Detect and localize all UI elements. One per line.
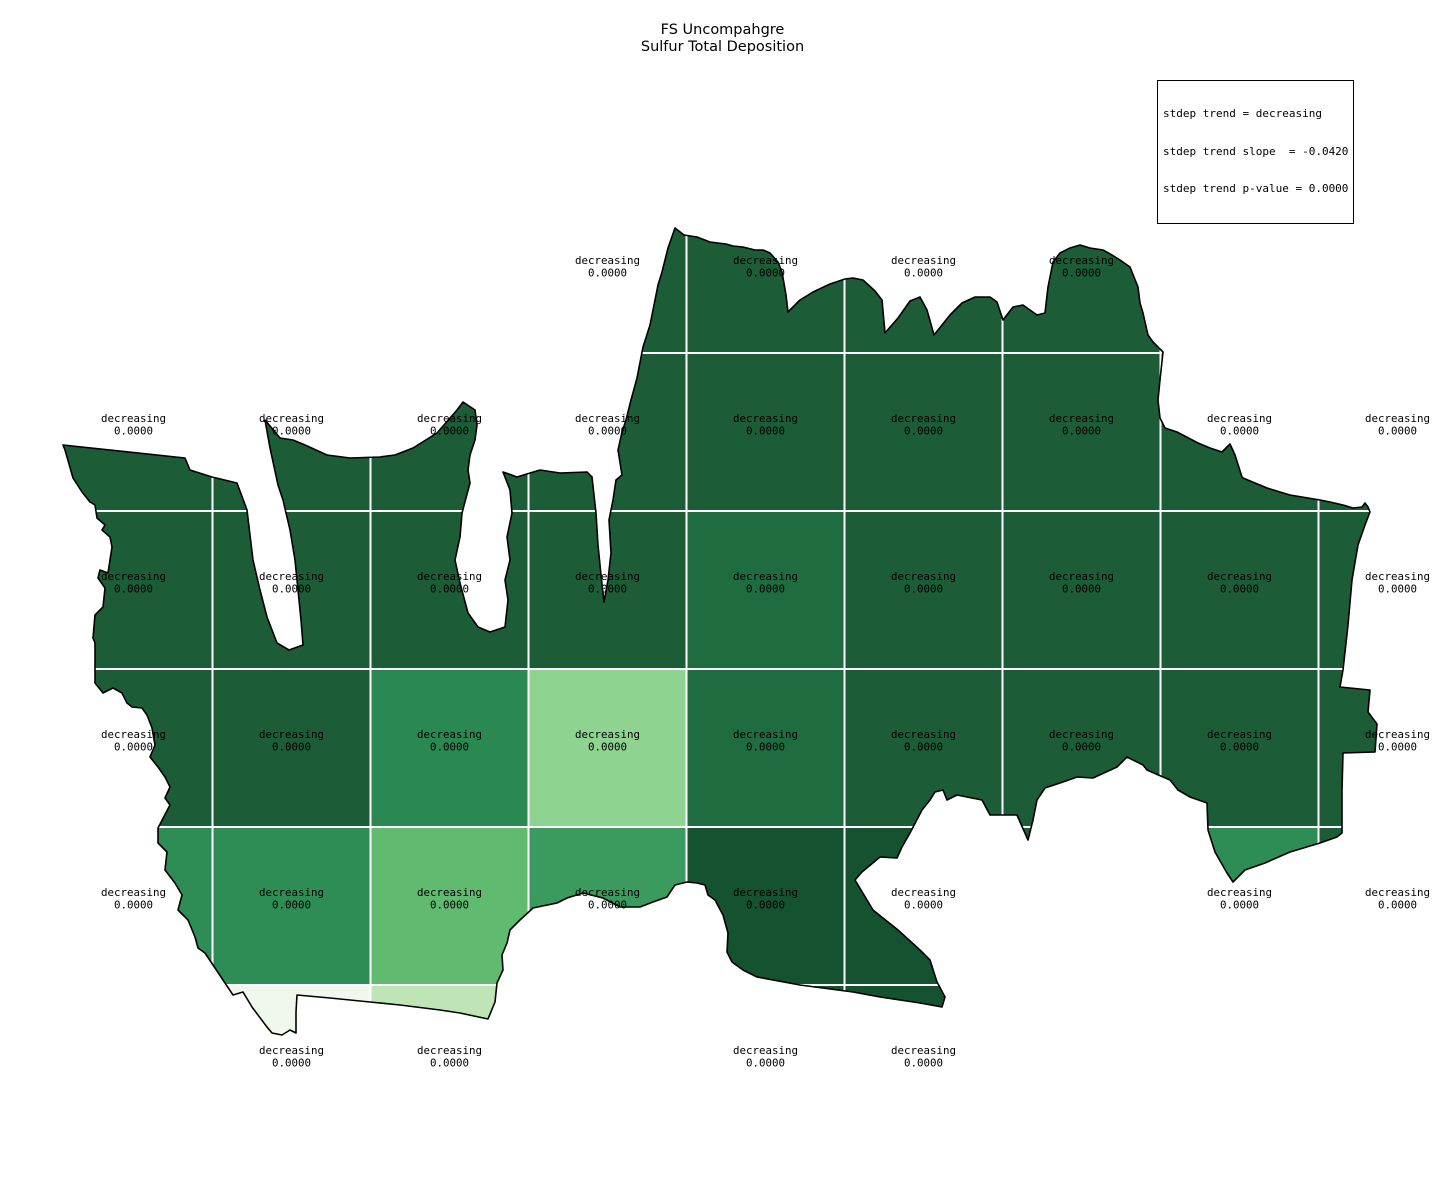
cell-trend-label-r2c3: decreasing 0.0000	[417, 412, 482, 438]
cell-trend-label-r5c1: decreasing 0.0000	[101, 886, 166, 912]
cell-trend-label-r2c6: decreasing 0.0000	[891, 412, 956, 438]
cell-trend-label-r2c1: decreasing 0.0000	[101, 412, 166, 438]
cell-labels: decreasing 0.0000 decreasing 0.0000 decreasi…	[101, 254, 1430, 1070]
cell-trend-label-r3c3: decreasing 0.0000	[417, 570, 482, 596]
cell-trend-label-r2c4: decreasing 0.0000	[575, 412, 640, 438]
forest-boundary-outline	[62, 227, 1378, 1036]
cell-trend-label-r3c1: decreasing 0.0000	[101, 570, 166, 596]
map-cell-r6c8	[1160, 985, 1319, 1035]
map-cell-r3c7	[1002, 511, 1161, 669]
map-cell-r2c6	[844, 353, 1003, 511]
map-cell-r5c7	[1002, 827, 1161, 985]
stats-line-trend: stdep trend = decreasing	[1163, 107, 1322, 120]
cell-trend-label-r4c8: decreasing 0.0000	[1207, 728, 1272, 754]
cell-trend-label-r3c2: decreasing 0.0000	[259, 570, 324, 596]
cell-trend-label-r2c2: decreasing 0.0000	[259, 412, 324, 438]
map-cell-r1c8	[1160, 228, 1319, 353]
cell-trend-label-r4c4: decreasing 0.0000	[575, 728, 640, 754]
cell-trend-label-r2c8: decreasing 0.0000	[1207, 412, 1272, 438]
cell-trend-label-r3c5: decreasing 0.0000	[733, 570, 798, 596]
cell-trend-label-r1c7: decreasing 0.0000	[1049, 254, 1114, 280]
map-cell-r2c7	[1002, 353, 1161, 511]
map-cell-r4c2	[212, 669, 371, 827]
cell-trend-label-r5c8: decreasing 0.0000	[1207, 886, 1272, 912]
stats-line-pvalue: stdep trend p-value = 0.0000	[1163, 182, 1349, 195]
cell-trend-label-r4c1: decreasing 0.0000	[101, 728, 166, 754]
cell-trend-label-r4c3: decreasing 0.0000	[417, 728, 482, 754]
map-cell-r1c9	[1318, 228, 1377, 353]
cell-trend-label-r3c7: decreasing 0.0000	[1049, 570, 1114, 596]
cell-trend-label-r4c9: decreasing 0.0000	[1365, 728, 1430, 754]
cell-trend-label-r6c2: decreasing 0.0000	[259, 1044, 324, 1070]
cell-trend-label-r4c7: decreasing 0.0000	[1049, 728, 1114, 754]
cell-trend-label-r4c6: decreasing 0.0000	[891, 728, 956, 754]
map-cell-r6c7	[1002, 985, 1161, 1035]
figure-title-line2: Sulfur Total Deposition	[640, 38, 805, 55]
cell-trend-label-r2c7: decreasing 0.0000	[1049, 412, 1114, 438]
map-cell-r2c5	[686, 353, 845, 511]
map-cell-r3c8	[1160, 511, 1319, 669]
cell-trend-label-r4c2: decreasing 0.0000	[259, 728, 324, 754]
cell-trend-label-r3c9: decreasing 0.0000	[1365, 570, 1430, 596]
map-cell-r6c1	[63, 985, 213, 1035]
cell-trend-label-r5c5: decreasing 0.0000	[733, 886, 798, 912]
cell-trend-label-r6c6: decreasing 0.0000	[891, 1044, 956, 1070]
cell-trend-label-r5c3: decreasing 0.0000	[417, 886, 482, 912]
cell-trend-label-r2c9: decreasing 0.0000	[1365, 412, 1430, 438]
map-cell-r6c4	[528, 985, 687, 1035]
cell-trend-label-r6c5: decreasing 0.0000	[733, 1044, 798, 1070]
map-cell-r6c9	[1318, 985, 1377, 1035]
map-cell-r1c1	[63, 228, 213, 353]
map-cell-r1c2	[212, 228, 371, 353]
cell-trend-label-r4c5: decreasing 0.0000	[733, 728, 798, 754]
cell-trend-label-r5c4: decreasing 0.0000	[575, 886, 640, 912]
cell-trend-label-r1c4: decreasing 0.0000	[575, 254, 640, 280]
stats-line-slope: stdep trend slope = -0.0420	[1163, 144, 1349, 158]
map-cell-r3c6	[844, 511, 1003, 669]
cell-trend-label-r5c6: decreasing 0.0000	[891, 886, 956, 912]
cell-trend-label-r3c6: decreasing 0.0000	[891, 570, 956, 596]
map-cell-r4c3	[370, 669, 529, 827]
cell-trend-label-r6c3: decreasing 0.0000	[417, 1044, 482, 1070]
cell-trend-label-r1c6: decreasing 0.0000	[891, 254, 956, 280]
cell-trend-label-r3c8: decreasing 0.0000	[1207, 570, 1272, 596]
map-cell-r4c4	[528, 669, 687, 827]
map-cell-r3c5	[686, 511, 845, 669]
figure-title: FS Uncompahgre Sulfur Total Deposition	[0, 22, 1445, 55]
figure-title-line1: FS Uncompahgre	[660, 22, 785, 38]
cell-trend-label-r3c4: decreasing 0.0000	[575, 570, 640, 596]
map-cell-r4c5	[686, 669, 845, 827]
trend-stats-box: stdep trend = decreasing stdep trend slo…	[1157, 80, 1355, 224]
map-cell-r5c2	[212, 827, 371, 985]
cell-trend-label-r5c9: decreasing 0.0000	[1365, 886, 1430, 912]
cell-trend-label-r5c2: decreasing 0.0000	[259, 886, 324, 912]
map-cell-r1c3	[370, 228, 529, 353]
cell-trend-label-r1c5: decreasing 0.0000	[733, 254, 798, 280]
cell-trend-label-r2c5: decreasing 0.0000	[733, 412, 798, 438]
